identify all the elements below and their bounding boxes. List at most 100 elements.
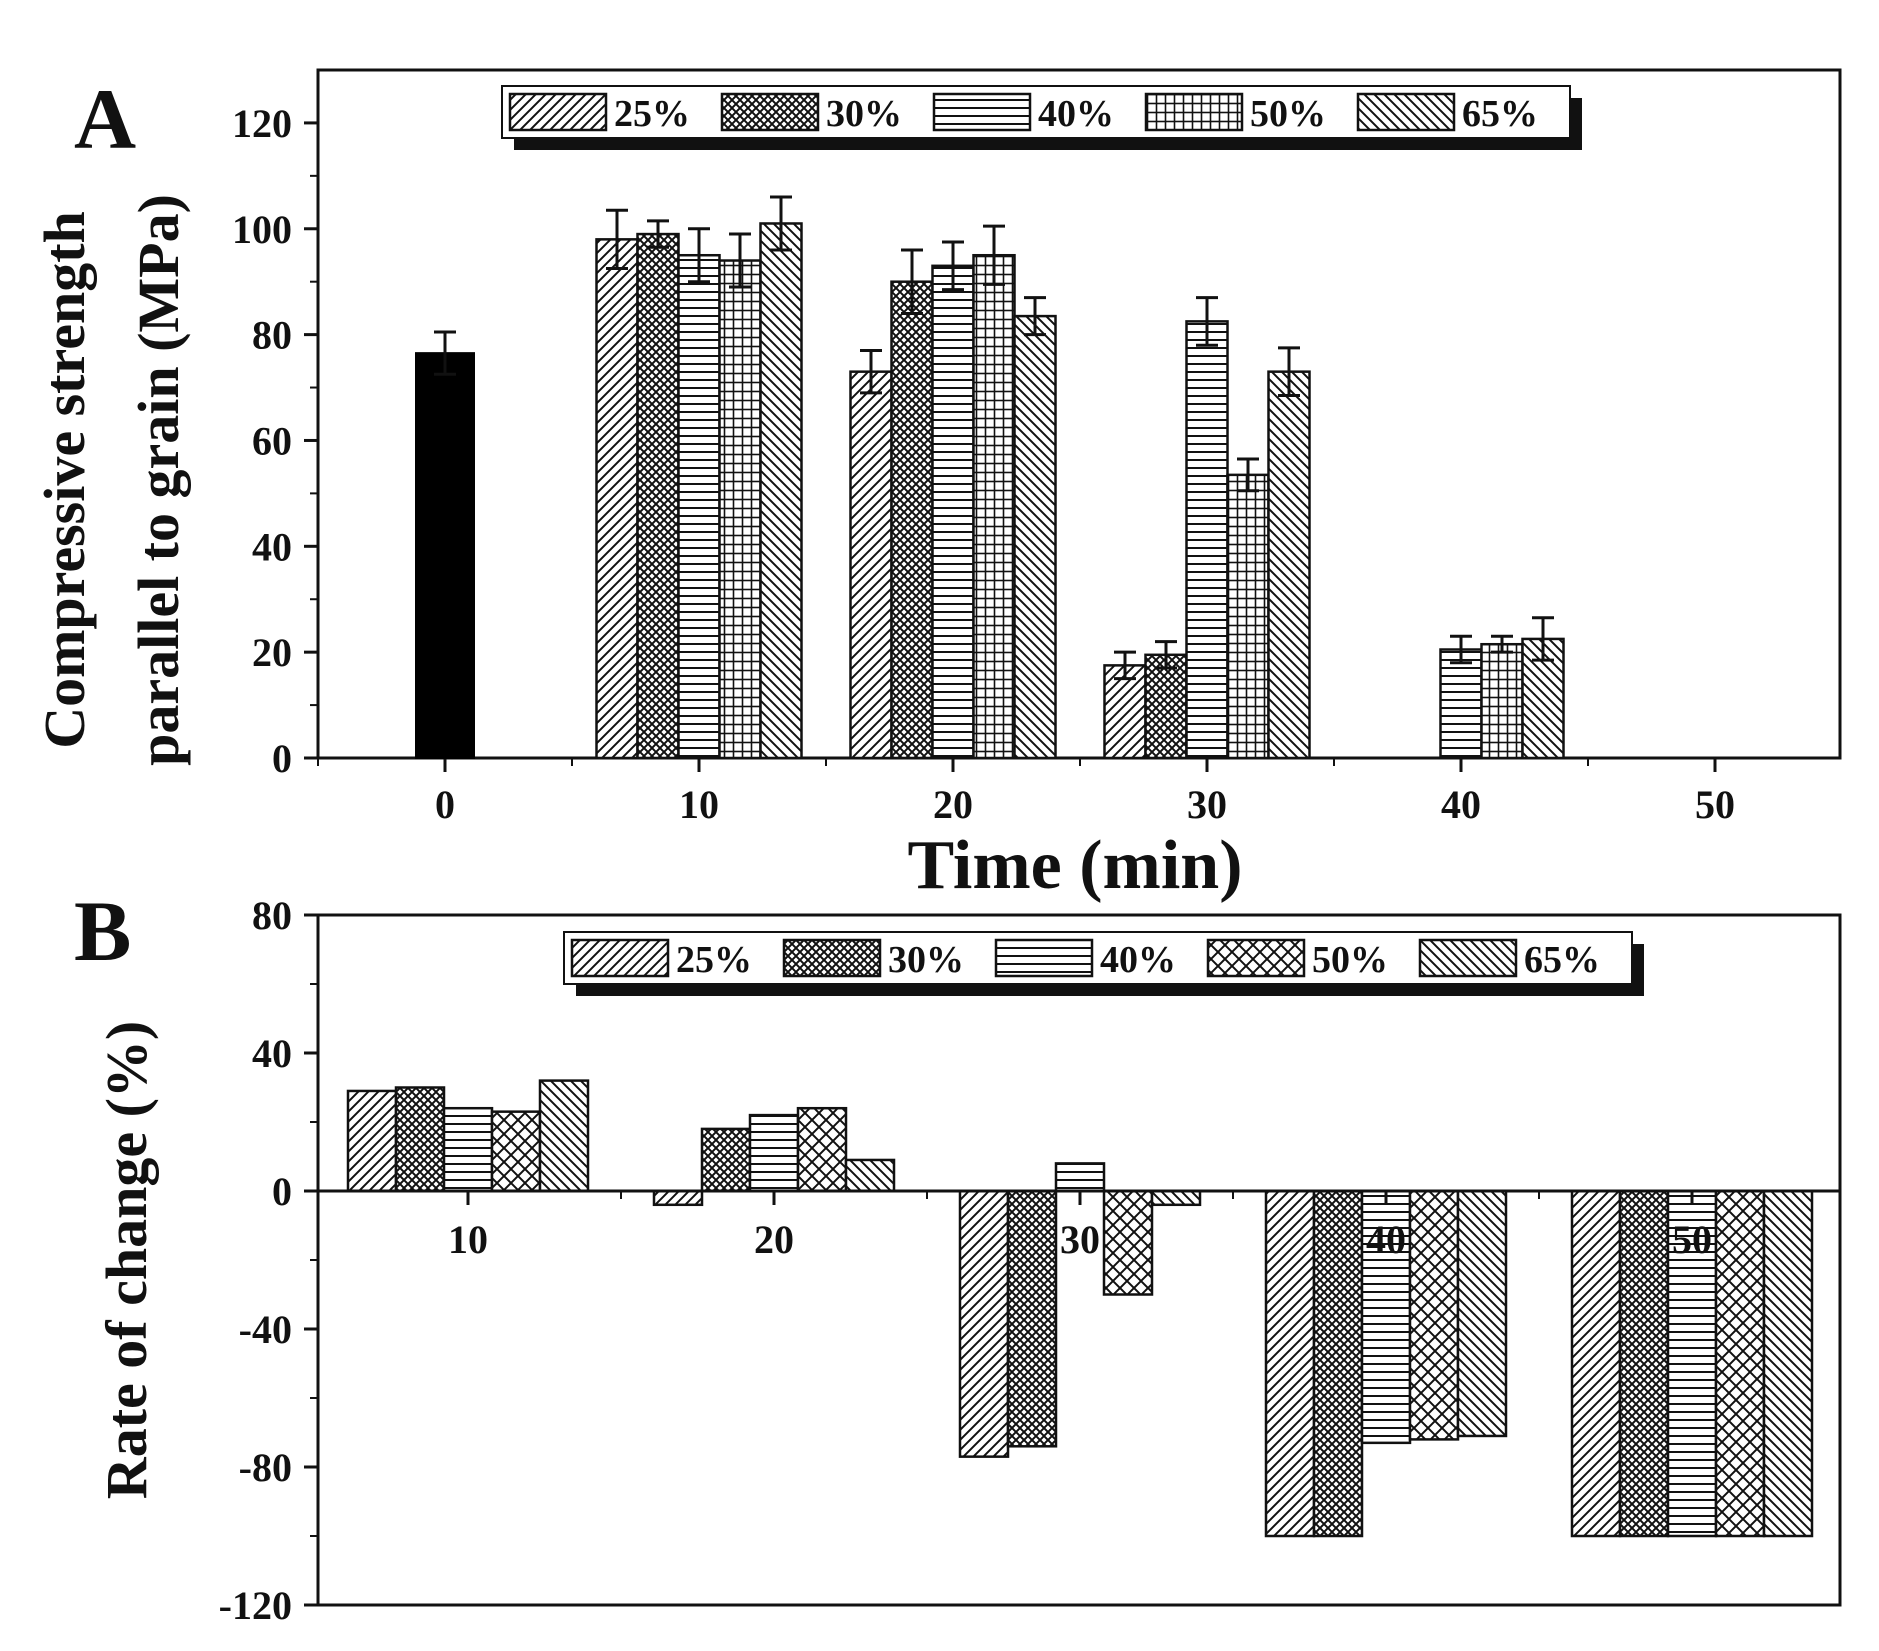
- bar-50pct-t50: [1714, 1189, 1766, 1538]
- bar-40pct-t20: [748, 1113, 800, 1193]
- bar-40pct-t10: [677, 253, 721, 760]
- y-tick-label: 0: [272, 1169, 292, 1214]
- x-tick-label: 50: [1672, 1217, 1712, 1262]
- y-tick-label: -120: [219, 1583, 292, 1628]
- bar-40pct-t10: [442, 1106, 494, 1193]
- bar-25pct-t30: [958, 1189, 1010, 1458]
- bar-65pct-t10: [538, 1079, 590, 1193]
- bar-40pct-t40: [1439, 648, 1483, 760]
- x-tick-label: 40: [1441, 782, 1481, 827]
- bar-30pct-t50: [1618, 1189, 1670, 1538]
- panel-b-label: B: [74, 883, 131, 979]
- x-tick-label: 30: [1060, 1217, 1100, 1262]
- legend-label: 25%: [676, 939, 752, 981]
- legend-swatch: [1356, 92, 1456, 132]
- legend-label: 65%: [1462, 93, 1538, 135]
- legend-swatch: [720, 92, 820, 132]
- panel-a-label: A: [74, 71, 136, 167]
- x-tick-label: 10: [448, 1217, 488, 1262]
- bar-30pct-t30: [1006, 1189, 1058, 1448]
- bar-control: [415, 352, 475, 759]
- legend-label: 30%: [826, 93, 902, 135]
- x-tick-label: 20: [933, 782, 973, 827]
- panel-b: B 80 40 0 -40 -80 -120 10 20 30 40 50 25% 30% 40% 50…: [74, 883, 1842, 1628]
- bar-65pct-t20: [1013, 314, 1057, 760]
- legend-label: 50%: [1312, 939, 1388, 981]
- y-tick-label: 60: [252, 418, 292, 463]
- x-tick-label: 10: [679, 782, 719, 827]
- bar-65pct-t40: [1456, 1189, 1508, 1438]
- legend-swatch: [570, 938, 670, 978]
- bar-30pct-t30: [1144, 653, 1188, 760]
- bar-25pct-t30: [1103, 664, 1147, 760]
- bar-25pct-t40: [1264, 1189, 1316, 1538]
- bar-30pct-t40: [1312, 1189, 1364, 1538]
- legend-swatch: [1206, 938, 1306, 978]
- bar-65pct-t50: [1762, 1189, 1814, 1538]
- panel-b-legend: 25% 30% 40% 50% 65%: [563, 931, 1644, 996]
- y-tick-label: 40: [252, 1031, 292, 1076]
- y-tick-label: 20: [252, 630, 292, 675]
- legend-label: 65%: [1524, 939, 1600, 981]
- x-tick-label: 40: [1366, 1217, 1406, 1262]
- legend-swatch: [932, 92, 1032, 132]
- legend-swatch: [1144, 92, 1244, 132]
- bar-50pct-t30: [1226, 473, 1270, 760]
- y-tick-label: 80: [252, 313, 292, 358]
- bar-40pct-t30: [1185, 320, 1229, 760]
- legend-swatch: [508, 92, 608, 132]
- panel-a-plot-frame: [316, 68, 1842, 760]
- panel-a-y-axis-title-line2: parallel to grain (MPa): [126, 194, 191, 766]
- bar-50pct-t40: [1480, 642, 1524, 760]
- panel-a-legend: 25% 30% 40% 50% 65%: [501, 85, 1582, 150]
- bar-25pct-t10: [595, 238, 639, 760]
- panel-b-y-axis: 80 40 0 -40 -80 -120: [219, 893, 318, 1628]
- panel-b-bars: [346, 1079, 1814, 1538]
- legend-swatch: [782, 938, 882, 978]
- legend-label: 40%: [1100, 939, 1176, 981]
- panel-b-y-axis-title: Rate of change (%): [94, 1021, 159, 1499]
- bar-50pct-t10: [490, 1110, 542, 1193]
- bar-50pct-t10: [718, 259, 762, 760]
- bar-65pct-t10: [759, 222, 803, 760]
- y-tick-label: -80: [239, 1445, 292, 1490]
- bar-65pct-t30: [1150, 1189, 1202, 1207]
- bar-25pct-t10: [346, 1089, 398, 1193]
- panel-a-bars: [415, 195, 1565, 760]
- bar-40pct-t20: [931, 264, 975, 760]
- bar-50pct-t40: [1408, 1189, 1460, 1441]
- legend-swatch: [1418, 938, 1518, 978]
- panel-a-x-axis: 0 10 20 30 40 50: [317, 758, 1735, 827]
- bar-30pct-t20: [890, 280, 934, 760]
- bar-65pct-t30: [1267, 370, 1311, 760]
- bar-40pct-t30: [1054, 1162, 1106, 1193]
- panel-a-x-axis-title: Time (min): [907, 827, 1242, 904]
- bar-30pct-t10: [636, 232, 680, 760]
- panel-a-y-axis-title-line1: Compressive strength: [32, 211, 97, 749]
- legend-label: 25%: [614, 93, 690, 135]
- y-tick-label: 120: [232, 101, 292, 146]
- bar-30pct-t10: [394, 1086, 446, 1193]
- bar-30pct-t20: [700, 1127, 752, 1193]
- legend-label: 30%: [888, 939, 964, 981]
- legend-swatch: [994, 938, 1094, 978]
- bar-65pct-t20: [844, 1158, 896, 1193]
- y-tick-label: -40: [239, 1307, 292, 1352]
- x-tick-label: 20: [754, 1217, 794, 1262]
- x-tick-label: 0: [435, 782, 455, 827]
- legend-label: 40%: [1038, 93, 1114, 135]
- x-tick-label: 30: [1187, 782, 1227, 827]
- y-tick-label: 0: [272, 736, 292, 781]
- bar-40pct-t40: [1360, 1189, 1412, 1445]
- legend-label: 50%: [1250, 93, 1326, 135]
- x-tick-label: 50: [1695, 782, 1735, 827]
- y-tick-label: 40: [252, 524, 292, 569]
- bar-25pct-t20: [652, 1189, 704, 1207]
- panel-a-y-axis: 0 20 40 60 80 100 120: [232, 101, 318, 781]
- panel-b-x-axis: 10 20 30 40 50: [318, 1189, 1840, 1262]
- bar-50pct-t30: [1102, 1189, 1154, 1296]
- y-tick-label: 80: [252, 893, 292, 938]
- panel-a: A 0 20 40 60 80 100 120 0 10 20 30 40 50 25% 30% 40% 5…: [32, 68, 1842, 904]
- bar-50pct-t20: [972, 253, 1016, 760]
- bar-25pct-t50: [1570, 1189, 1622, 1538]
